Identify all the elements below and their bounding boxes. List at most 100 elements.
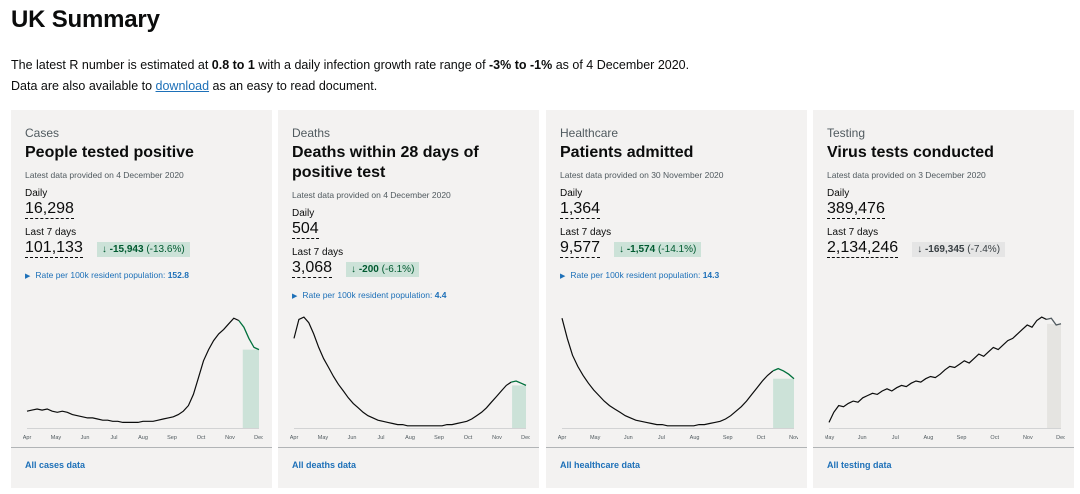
last7-value[interactable]: 2,134,246 [827, 239, 899, 258]
growth-rate: -3% to -1% [489, 58, 553, 72]
all-deaths-data-link[interactable]: All deaths data [292, 460, 357, 470]
download-sentence: Data are also available to download as a… [11, 79, 378, 93]
series-line-last7 [238, 320, 260, 351]
x-tick-label: Sep [957, 435, 967, 441]
triangle-right-icon: ▶ [292, 293, 298, 300]
last7-value[interactable]: 9,577 [560, 239, 601, 258]
series-line-last7 [772, 367, 795, 380]
rate-toggle[interactable]: ▶ Rate per 100k resident population: 14.3 [560, 270, 720, 280]
x-tick-label: Sep [434, 435, 444, 441]
daily-value[interactable]: 16,298 [25, 200, 74, 219]
change-badge: ↓ -169,345 (-7.4%) [912, 241, 1006, 257]
daily-value[interactable]: 389,476 [827, 200, 885, 219]
chart-svg: May Jun Jul Aug Sep Oct Nov Dec [825, 316, 1065, 441]
x-tick-label: Jul [892, 435, 899, 441]
last7-highlight [773, 378, 794, 428]
x-tick-label: Apr [558, 435, 566, 441]
x-tick-label: Oct [197, 435, 206, 441]
x-tick-label: Jun [624, 435, 633, 441]
x-tick-label: May [825, 435, 834, 441]
x-tick-label: Jun [858, 435, 867, 441]
card-category: Deaths [292, 126, 331, 140]
arrow-down-icon: ↓ [101, 243, 107, 255]
x-tick-label: Sep [723, 435, 733, 441]
x-tick-label: Dec [521, 435, 530, 441]
series-line [828, 316, 1047, 423]
series-line [293, 316, 512, 427]
card-divider [11, 447, 272, 448]
x-tick-label: Jun [348, 435, 357, 441]
x-tick-label: Nov [789, 435, 798, 441]
x-tick-label: Aug [405, 435, 415, 441]
latest-data-date: Latest data provided on 4 December 2020 [292, 190, 451, 200]
summary-cards: Cases People tested positive Latest data… [11, 110, 1074, 488]
card-heading: Virus tests conducted [827, 144, 994, 161]
all-testing-data-link[interactable]: All testing data [827, 460, 892, 470]
last7-label: Last 7 days [292, 247, 344, 258]
last7-highlight [512, 385, 526, 428]
triangle-right-icon: ▶ [560, 273, 566, 280]
rate-toggle[interactable]: ▶ Rate per 100k resident population: 152.… [25, 270, 189, 280]
arrow-down-icon: ↓ [917, 243, 923, 255]
x-tick-label: May [590, 435, 601, 441]
last7-label: Last 7 days [560, 227, 612, 238]
card-heading: Deaths within 28 days of positive test [292, 144, 479, 181]
x-tick-label: May [51, 435, 62, 441]
last7-value[interactable]: 101,133 [25, 239, 83, 258]
download-link[interactable]: download [155, 79, 210, 93]
x-tick-label: Jul [110, 435, 117, 441]
card-cases: Cases People tested positive Latest data… [11, 110, 272, 488]
arrow-down-icon: ↓ [351, 263, 357, 275]
chart-svg: Apr May Jun Jul Aug Sep Oct Nov [558, 318, 798, 441]
x-tick-label: Oct [464, 435, 473, 441]
x-tick-label: Aug [924, 435, 934, 441]
series-line-last7 [1046, 317, 1062, 326]
x-tick-label: May [318, 435, 329, 441]
chart-svg: Apr May Jun Jul Aug Sep Oct Nov Dec [23, 317, 263, 441]
x-tick-label: Oct [757, 435, 766, 441]
trend-chart: Apr May Jun Jul Aug Sep Oct Nov [558, 310, 798, 446]
card-healthcare: Healthcare Patients admitted Latest data… [546, 110, 807, 488]
trend-chart: Apr May Jun Jul Aug Sep Oct Nov Dec [23, 310, 263, 446]
card-heading: Patients admitted [560, 144, 694, 161]
r-number-sentence: The latest R number is estimated at 0.8 … [11, 58, 690, 72]
x-tick-label: Nov [1023, 435, 1033, 441]
last7-label: Last 7 days [25, 227, 77, 238]
all-cases-data-link[interactable]: All cases data [25, 460, 86, 470]
daily-label: Daily [560, 188, 583, 199]
last7-highlight [242, 349, 259, 428]
card-divider [546, 447, 807, 448]
x-tick-label: Dec [1056, 435, 1065, 441]
series-line [26, 317, 240, 423]
page-title: UK Summary [11, 6, 160, 33]
r-value: 0.8 to 1 [211, 58, 255, 72]
series-line [561, 318, 774, 427]
last7-value[interactable]: 3,068 [292, 259, 333, 278]
card-divider [278, 447, 539, 448]
daily-value[interactable]: 1,364 [560, 200, 601, 219]
x-tick-label: Apr [23, 435, 31, 441]
latest-data-date: Latest data provided on 30 November 2020 [560, 170, 724, 180]
x-tick-label: Jul [377, 435, 384, 441]
daily-label: Daily [827, 188, 850, 199]
rate-toggle[interactable]: ▶ Rate per 100k resident population: 4.4 [292, 290, 447, 300]
x-tick-label: Nov [225, 435, 235, 441]
intro-text: The latest R number is estimated at 0.8 … [11, 55, 689, 97]
card-deaths: Deaths Deaths within 28 days of positive… [278, 110, 539, 488]
card-category: Cases [25, 126, 60, 140]
latest-data-date: Latest data provided on 3 December 2020 [827, 170, 986, 180]
change-badge: ↓ -200 (-6.1%) [346, 261, 420, 277]
x-tick-label: Sep [167, 435, 177, 441]
card-category: Healthcare [560, 126, 619, 140]
daily-value[interactable]: 504 [292, 220, 319, 239]
x-tick-label: Jun [81, 435, 90, 441]
chart-svg: Apr May Jun Jul Aug Sep Oct Nov Dec [290, 316, 530, 441]
card-category: Testing [827, 126, 866, 140]
all-healthcare-data-link[interactable]: All healthcare data [560, 460, 641, 470]
daily-label: Daily [25, 188, 48, 199]
x-tick-label: Dec [254, 435, 263, 441]
series-line-last7 [511, 380, 527, 386]
card-divider [813, 447, 1074, 448]
trend-chart: May Jun Jul Aug Sep Oct Nov Dec [825, 310, 1065, 446]
trend-chart: Apr May Jun Jul Aug Sep Oct Nov Dec [290, 310, 530, 446]
